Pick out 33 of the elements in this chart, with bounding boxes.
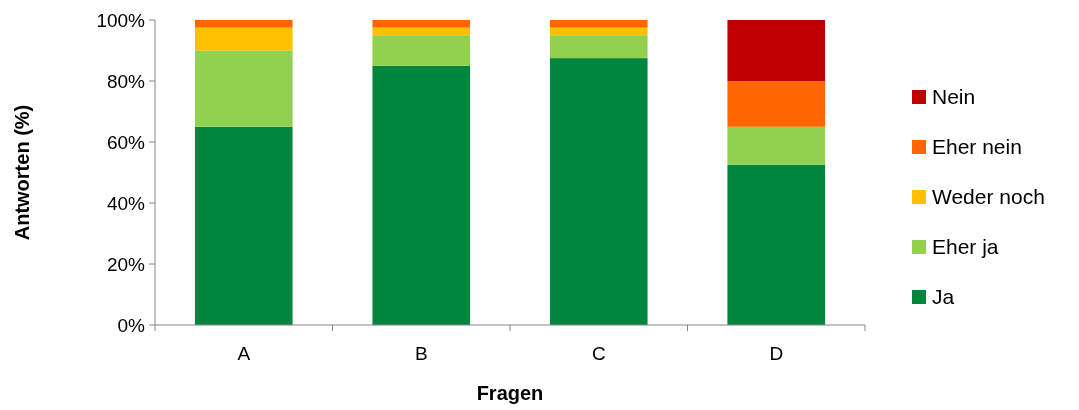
- y-axis-title: Antworten (%): [11, 104, 33, 241]
- bar: [194, 20, 293, 28]
- bar: [372, 27, 471, 36]
- legend-label: Eher ja: [932, 235, 999, 259]
- bar: [727, 164, 826, 325]
- bar: [727, 126, 826, 165]
- x-tick-label: A: [237, 343, 251, 364]
- bar: [194, 126, 293, 325]
- bar: [549, 27, 648, 36]
- legend-label: Eher nein: [932, 135, 1022, 159]
- legend-label: Weder noch: [932, 185, 1045, 209]
- bar: [194, 27, 293, 51]
- bar: [549, 20, 648, 28]
- x-axis-title: Fragen: [476, 382, 544, 404]
- y-tick-label: 100%: [96, 9, 146, 31]
- y-tick-label: 20%: [106, 253, 146, 275]
- x-tick-label: C: [591, 343, 606, 364]
- bar: [372, 35, 471, 66]
- x-tick-label: D: [769, 343, 784, 364]
- y-tick-label: 60%: [106, 131, 146, 153]
- legend-label: Nein: [932, 85, 976, 109]
- y-tick-label: 80%: [106, 70, 146, 92]
- y-tick-label: 0%: [117, 314, 146, 336]
- bar: [549, 58, 648, 325]
- bar: [549, 35, 648, 59]
- bar: [372, 20, 471, 28]
- bar: [727, 81, 826, 127]
- y-tick-label: 40%: [106, 192, 146, 214]
- bar: [727, 20, 826, 81]
- legend-label: Ja: [932, 285, 955, 309]
- bar: [194, 50, 293, 127]
- bar: [372, 65, 471, 325]
- x-tick-label: B: [414, 343, 428, 364]
